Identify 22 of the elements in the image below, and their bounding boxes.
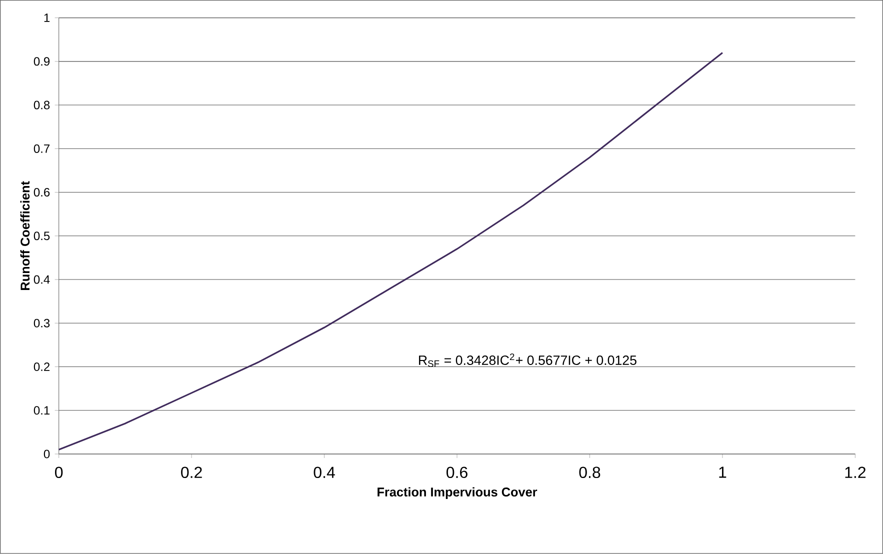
x-tick-label: 1 <box>719 466 726 478</box>
y-tick-label: 0.5 <box>34 232 50 240</box>
x-tick-label: 0.8 <box>579 466 600 478</box>
x-tick-label: 1.2 <box>845 466 866 478</box>
y-tick-label: 1 <box>44 14 50 22</box>
y-tick-label: 0.4 <box>34 275 50 284</box>
x-tick-label: 0.2 <box>181 466 202 478</box>
y-axis-title: Runoff Coefficient <box>20 181 30 290</box>
x-tick-label: 0.6 <box>446 466 468 478</box>
x-tick-label: 0.4 <box>314 466 335 478</box>
y-tick-label: 0.6 <box>34 188 50 197</box>
x-axis-title: Fraction Impervious Cover <box>378 487 538 500</box>
y-tick-label: 0.8 <box>34 100 50 110</box>
y-tick-label: 0.7 <box>34 144 50 153</box>
line-series <box>58 52 724 451</box>
x-tick-label: 0 <box>55 466 63 478</box>
y-tick-label: 0.9 <box>34 57 50 66</box>
y-tick-label: 0.3 <box>34 318 50 328</box>
y-tick-label: 0.1 <box>34 406 50 415</box>
y-tick-label: 0 <box>44 450 50 458</box>
annotation: R$_{SF}$ = 0.3428IC$^{2}$+ 0.5677IC + 0.0125 <box>419 354 636 368</box>
y-tick-label: 0.2 <box>34 362 50 372</box>
